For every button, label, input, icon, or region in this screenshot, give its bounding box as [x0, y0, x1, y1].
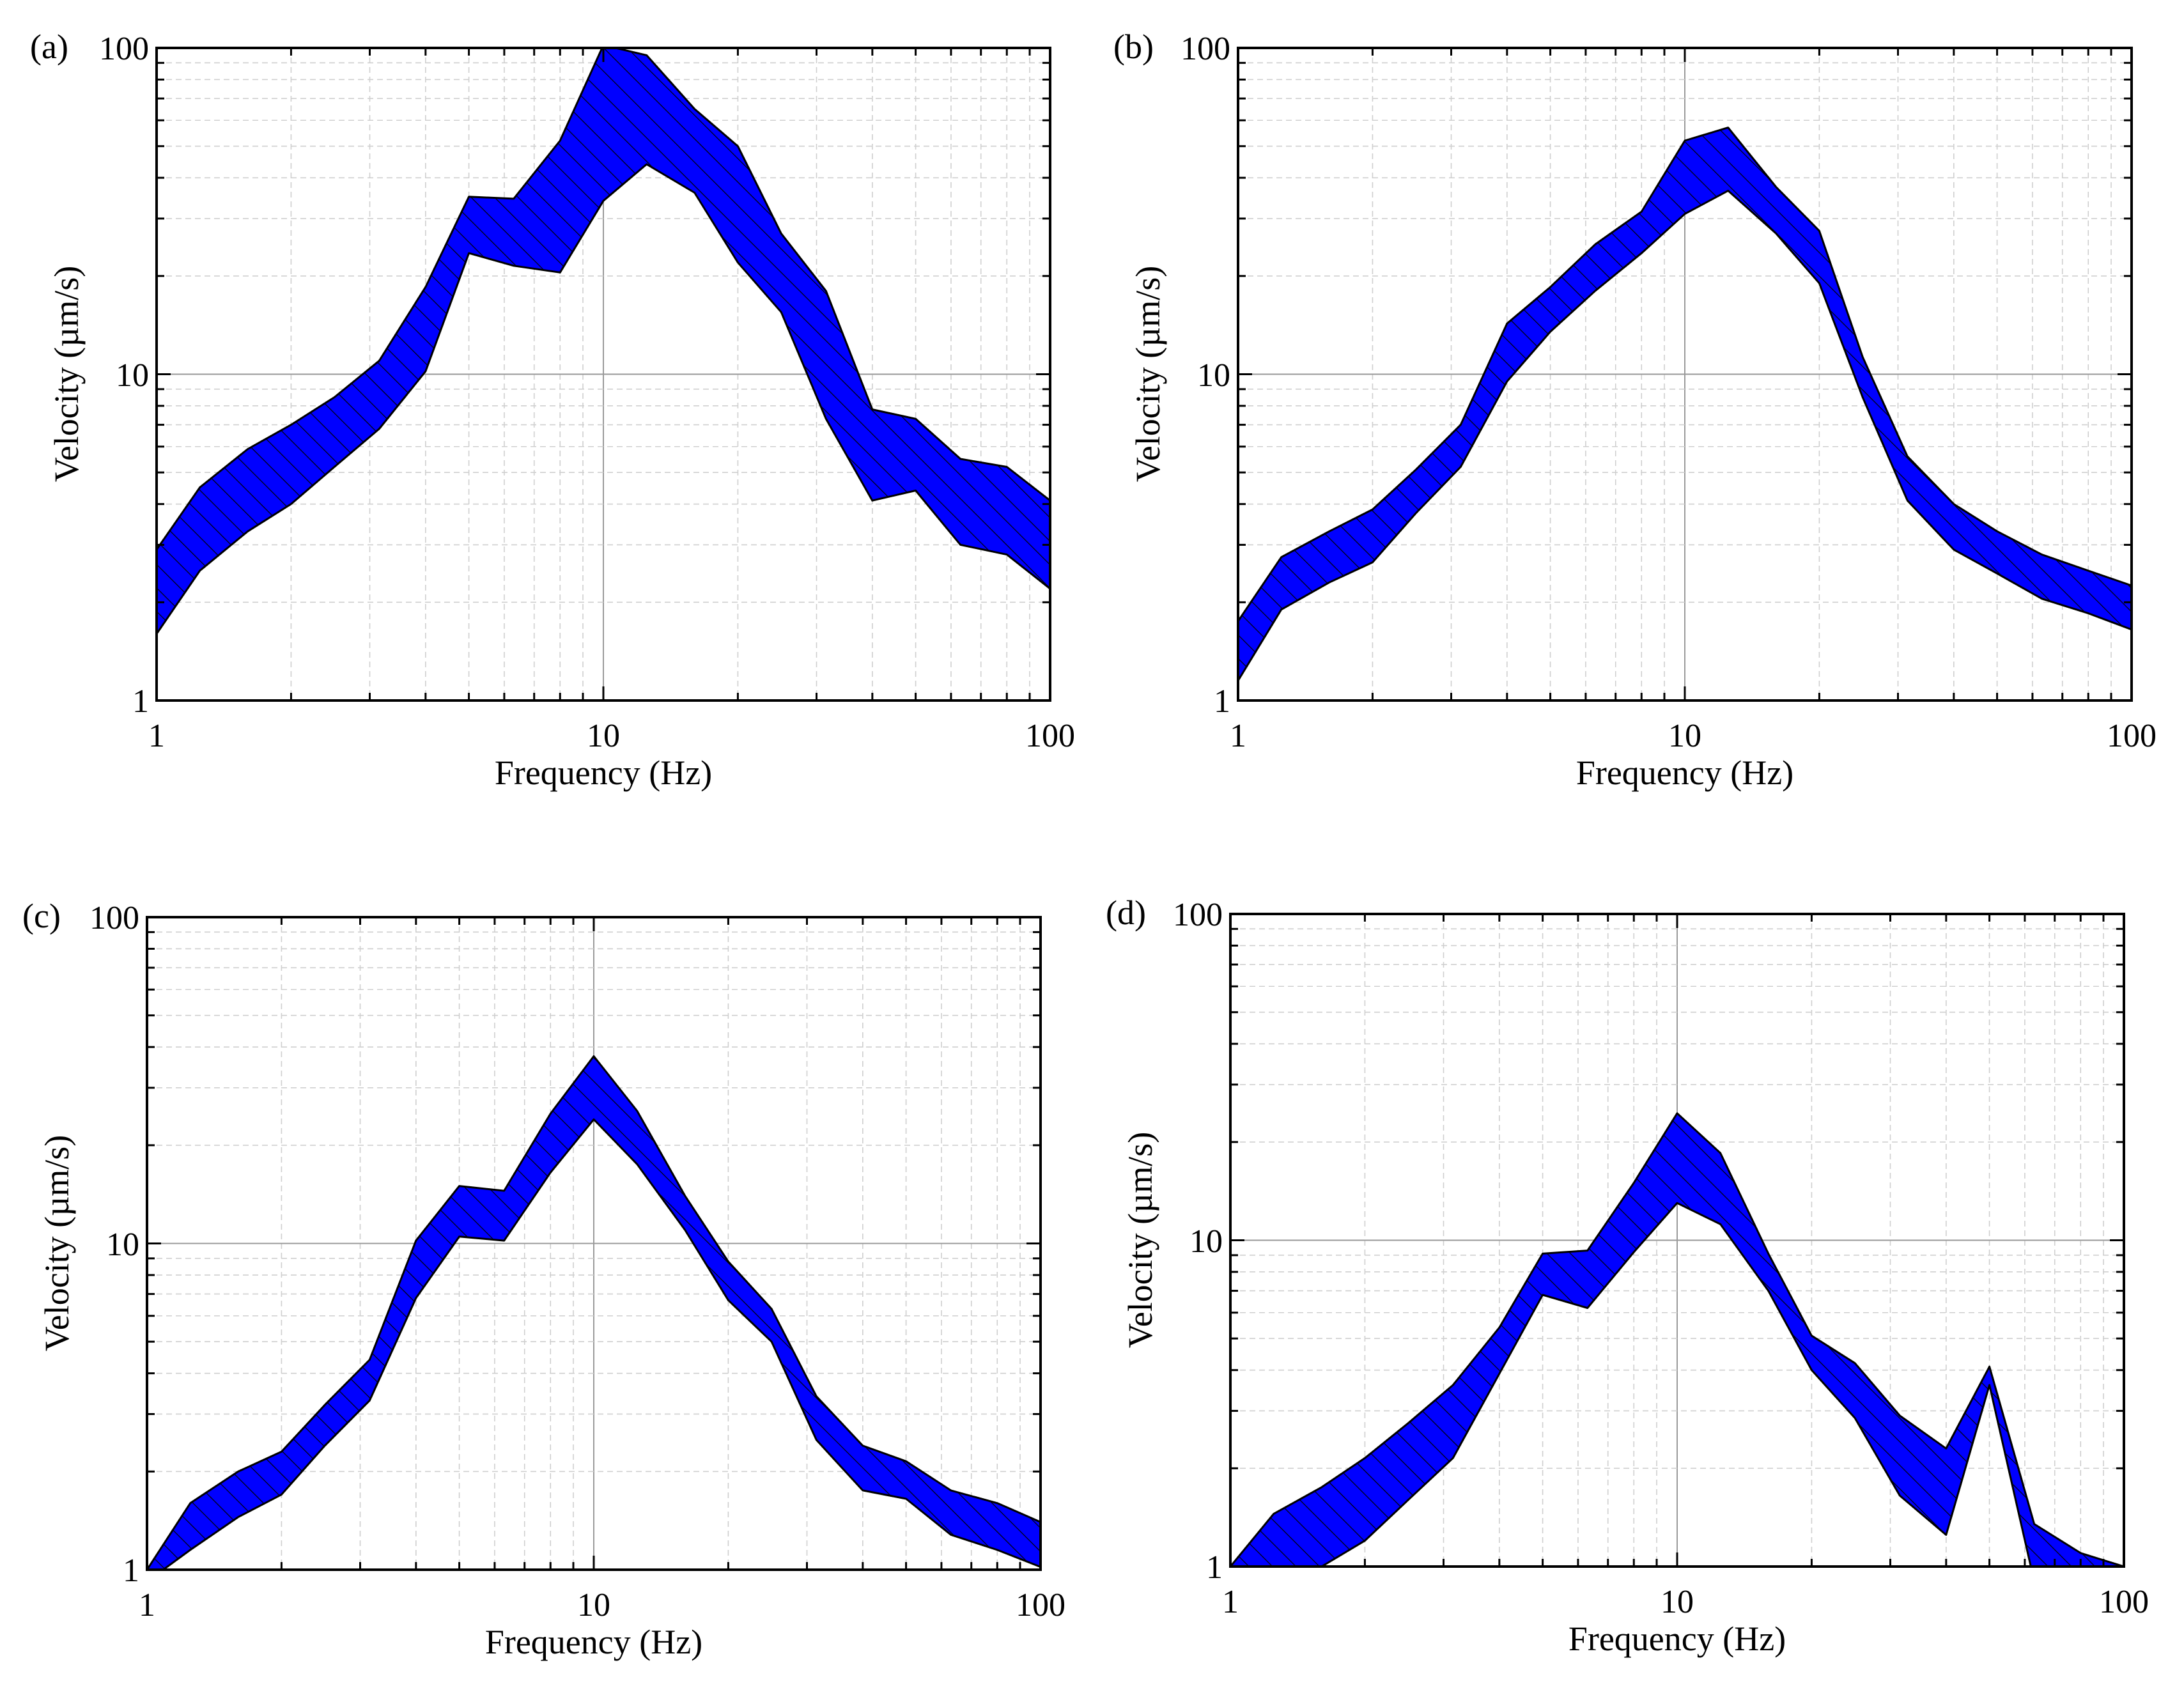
y-tick-b-10: 10: [1197, 357, 1230, 394]
x-tick-c-1: 1: [139, 1587, 155, 1623]
panel-a: 1 10 100 1 10 100 Frequency (Hz) Velocit…: [30, 27, 1075, 792]
y-tick-b-1: 1: [1214, 683, 1230, 720]
panel-label-c: (c): [22, 897, 61, 935]
y-tick-c-1: 1: [123, 1552, 139, 1589]
x-tick-a-1: 1: [148, 718, 165, 754]
y-tick-b-100: 100: [1181, 31, 1230, 67]
axis-ticks-d: [1229, 913, 2125, 1568]
y-tick-c-10: 10: [106, 1227, 139, 1263]
y-tick-a-1: 1: [132, 683, 149, 720]
axis-ticks-a: [155, 47, 1051, 702]
y-axis-title-a: Velocity (µm/s): [47, 266, 86, 483]
y-axis-title-c: Velocity (µm/s): [38, 1135, 76, 1352]
x-tick-d-1: 1: [1222, 1584, 1239, 1620]
x-tick-b-100: 100: [2107, 718, 2157, 754]
x-tick-c-100: 100: [1016, 1587, 1065, 1623]
y-tick-d-1: 1: [1206, 1549, 1223, 1586]
grid-c: [146, 917, 1041, 1570]
x-axis-title-b: Frequency (Hz): [1576, 754, 1793, 792]
x-axis-title-a: Frequency (Hz): [495, 754, 712, 792]
x-tick-d-100: 100: [2099, 1584, 2149, 1620]
velocity-band-c: [147, 1055, 1041, 1570]
y-tick-d-10: 10: [1189, 1223, 1223, 1260]
band-hatch-b: [1238, 127, 2132, 682]
panel-label-b: (b): [1113, 27, 1154, 66]
x-axis-title-d: Frequency (Hz): [1568, 1620, 1786, 1658]
band-hatch-d: [1230, 1112, 2124, 1567]
band-hatch-a: [157, 48, 1050, 635]
y-axis-title-b: Velocity (µm/s): [1129, 266, 1167, 483]
panel-d: 1 10 100 1 10 100 Frequency (Hz) Velocit…: [1106, 894, 2149, 1658]
panel-b: 1 10 100 1 10 100 Frequency (Hz) Velocit…: [1113, 27, 2157, 792]
velocity-band-a: [157, 48, 1050, 635]
x-tick-b-10: 10: [1668, 718, 1701, 754]
velocity-band-b: [1238, 127, 2132, 682]
y-tick-d-100: 100: [1173, 897, 1223, 933]
y-tick-c-100: 100: [89, 900, 139, 936]
x-tick-a-100: 100: [1025, 718, 1075, 754]
y-axis-title-d: Velocity (µm/s): [1121, 1132, 1159, 1349]
velocity-band-d: [1230, 1112, 2124, 1567]
y-tick-a-10: 10: [116, 357, 149, 394]
panel-label-d: (d): [1106, 894, 1146, 932]
panel-label-a: (a): [30, 27, 68, 66]
x-tick-b-1: 1: [1230, 718, 1246, 754]
axis-ticks-b: [1237, 47, 2133, 702]
band-hatch-c: [147, 1055, 1041, 1570]
x-axis-title-c: Frequency (Hz): [485, 1623, 702, 1661]
x-tick-a-10: 10: [587, 718, 620, 754]
y-tick-a-100: 100: [99, 31, 149, 67]
x-tick-c-10: 10: [577, 1587, 610, 1623]
panel-c: 1 10 100 1 10 100 Frequency (Hz) Velocit…: [22, 897, 1065, 1661]
axis-ticks-c: [146, 916, 1042, 1571]
x-tick-d-10: 10: [1661, 1584, 1694, 1620]
